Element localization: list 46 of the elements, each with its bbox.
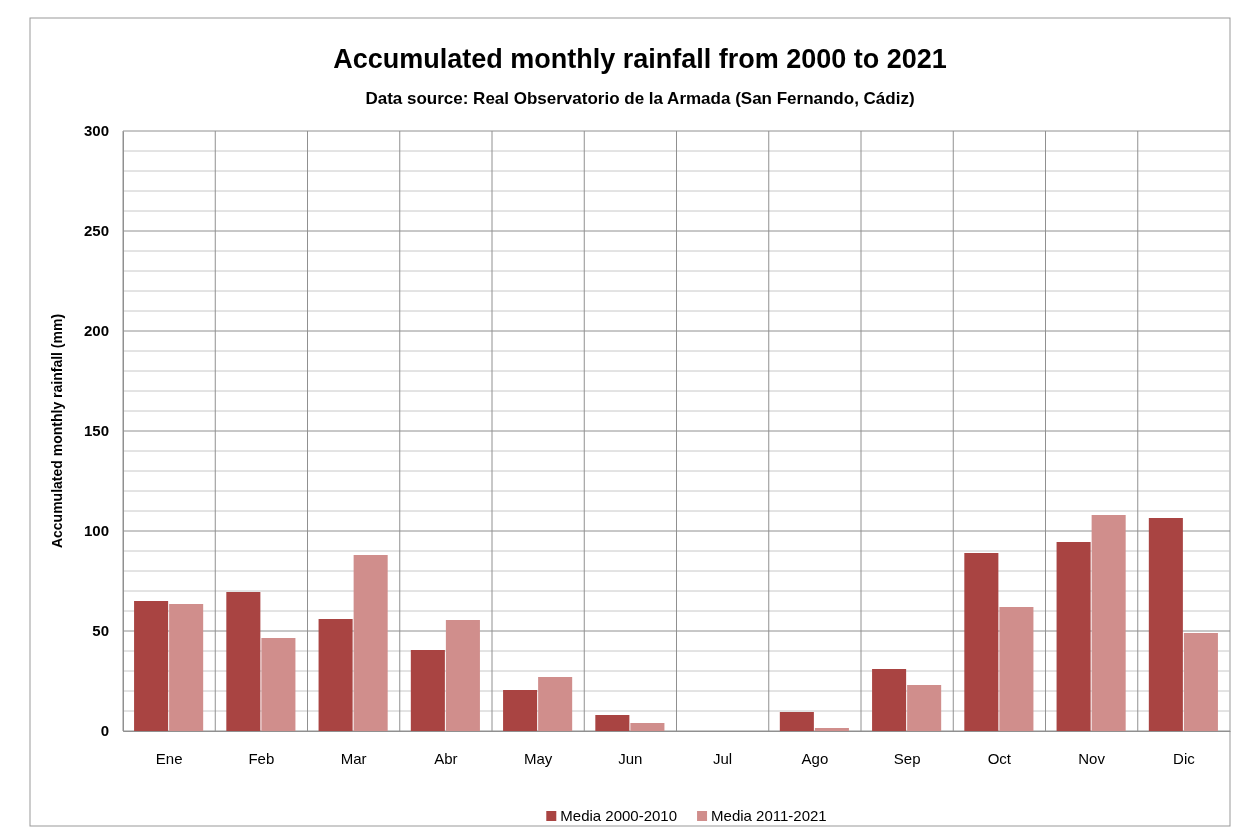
y-tick-label: 50: [92, 622, 109, 640]
bar: [503, 690, 538, 731]
bar: [134, 601, 169, 731]
x-tick-label: Oct: [987, 749, 1012, 767]
bar: [964, 553, 999, 731]
bar: [169, 604, 204, 731]
x-tick-label: Sep: [893, 749, 921, 767]
x-tick-label: Nov: [1078, 749, 1106, 767]
bar: [318, 619, 353, 731]
legend-label: Media 2011-2021: [711, 807, 827, 824]
y-tick-label: 200: [83, 322, 109, 340]
bar: [779, 712, 814, 731]
chart-title: Accumulated monthly rainfall from 2000 to 2021: [333, 44, 947, 74]
x-tick-label: Mar: [340, 749, 367, 767]
y-tick-label: 100: [83, 522, 109, 540]
chart-subtitle: Data source: Real Observatorio de la Armada (San Fernando, Cádiz): [365, 89, 915, 108]
bar: [1183, 633, 1218, 731]
bar: [1056, 542, 1091, 731]
bar: [410, 650, 445, 731]
y-tick-label: 150: [83, 422, 109, 440]
bar: [353, 555, 388, 731]
x-tick-label: Ene: [155, 749, 183, 767]
bar: [538, 677, 573, 731]
x-tick-label: Jul: [713, 749, 733, 767]
bar: [261, 638, 296, 731]
y-tick-label: 0: [100, 722, 109, 740]
y-tick-label: 300: [83, 122, 109, 140]
bar: [907, 685, 942, 731]
x-tick-label: Jun: [618, 749, 643, 767]
bar: [1148, 518, 1183, 731]
y-tick-label: 250: [83, 222, 109, 240]
bar: [445, 620, 480, 731]
y-axis-title: Accumulated monthly rainfall (mm): [49, 313, 65, 549]
bar: [999, 607, 1034, 731]
x-tick-label: May: [523, 749, 553, 767]
bar: [630, 723, 665, 731]
x-tick-label: Abr: [434, 749, 458, 767]
bar: [226, 592, 261, 731]
x-tick-label: Dic: [1173, 749, 1196, 767]
bar: [872, 669, 907, 731]
legend-label: Media 2000-2010: [560, 807, 678, 824]
bar: [1091, 515, 1126, 731]
x-tick-label: Ago: [801, 749, 829, 767]
bar: [595, 715, 630, 731]
bar: [814, 728, 849, 731]
x-tick-label: Feb: [248, 749, 275, 767]
